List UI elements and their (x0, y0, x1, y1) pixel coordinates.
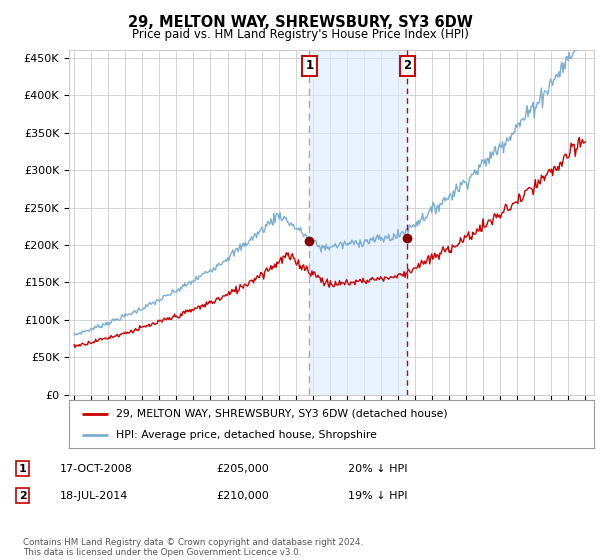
Bar (310, 50, 407, 395)
Text: HPI: Average price, detached house, Shropshire: HPI: Average price, detached house, Shro… (116, 430, 377, 440)
Text: 19% ↓ HPI: 19% ↓ HPI (348, 491, 407, 501)
Text: £210,000: £210,000 (216, 491, 269, 501)
Text: 20% ↓ HPI: 20% ↓ HPI (348, 464, 407, 474)
Text: Price paid vs. HM Land Registry's House Price Index (HPI): Price paid vs. HM Land Registry's House … (131, 28, 469, 41)
Text: 2: 2 (19, 491, 26, 501)
Text: 29, MELTON WAY, SHREWSBURY, SY3 6DW: 29, MELTON WAY, SHREWSBURY, SY3 6DW (128, 15, 472, 30)
Text: 1: 1 (19, 464, 26, 474)
Text: £205,000: £205,000 (216, 464, 269, 474)
Text: 17-OCT-2008: 17-OCT-2008 (60, 464, 133, 474)
Text: 29, MELTON WAY, SHREWSBURY, SY3 6DW (detached house): 29, MELTON WAY, SHREWSBURY, SY3 6DW (det… (116, 409, 448, 419)
Text: 2: 2 (403, 59, 412, 72)
Text: 18-JUL-2014: 18-JUL-2014 (60, 491, 128, 501)
Text: Contains HM Land Registry data © Crown copyright and database right 2024.
This d: Contains HM Land Registry data © Crown c… (23, 538, 363, 557)
Text: 1: 1 (305, 59, 313, 72)
